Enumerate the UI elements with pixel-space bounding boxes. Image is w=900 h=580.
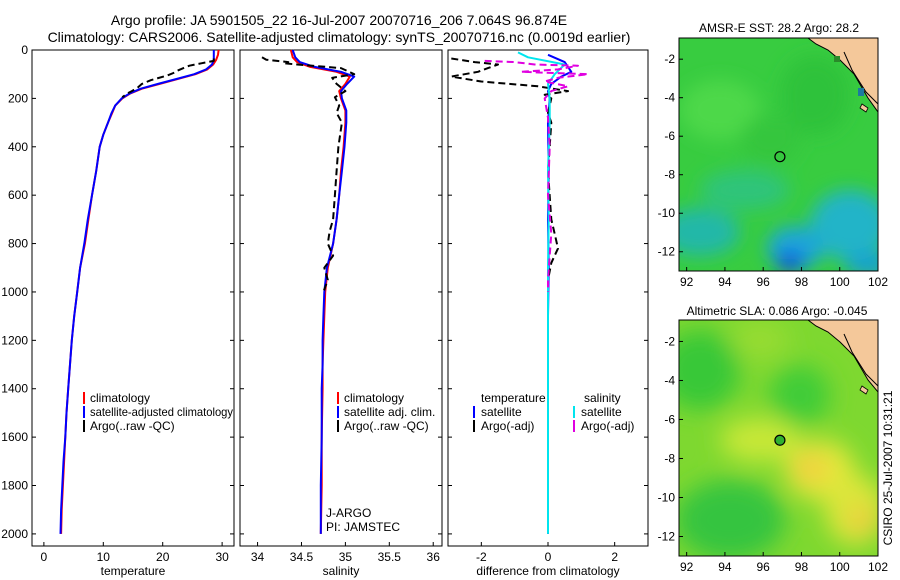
island-icon — [859, 385, 869, 395]
salinity-legend: climatology satellite adj. clim. Argo(..… — [326, 391, 435, 534]
x-axis-label: temperature — [101, 564, 166, 578]
series-line — [450, 57, 569, 292]
x-tick-label: 34.5 — [290, 550, 314, 564]
sla-map-frame — [678, 319, 879, 557]
map-x-tick-label: 92 — [680, 275, 694, 289]
sst-map-frame — [678, 37, 879, 272]
series-line — [121, 58, 215, 98]
temperature-plot-frame — [31, 49, 235, 547]
map-y-tick-label: -12 — [658, 245, 676, 259]
map-x-tick-label: 102 — [868, 560, 888, 574]
legend-label-climatology: climatology — [90, 391, 150, 405]
series-line — [261, 56, 356, 293]
map-x-tick-label: 94 — [718, 275, 732, 289]
map-x-tick-label: 100 — [830, 560, 850, 574]
x-tick-label: 30 — [215, 550, 229, 564]
float-position-marker — [774, 434, 786, 446]
island-icon — [859, 103, 869, 113]
series-line — [59, 50, 215, 534]
series-line — [291, 49, 356, 534]
figure-title-line2: Climatology: CARS2006. Satellite-adjuste… — [48, 29, 631, 45]
legend-label-temp-satellite: satellite — [481, 405, 522, 419]
x-tick-label: 35.5 — [378, 550, 402, 564]
legend-group-temperature: temperature — [481, 391, 546, 405]
map-y-tick-label: -2 — [664, 52, 675, 66]
y-tick-label: 1600 — [1, 430, 28, 444]
legend-group-salinity: salinity — [584, 391, 621, 405]
map-y-tick-label: -4 — [664, 91, 675, 105]
float-pi-label: PI: JAMSTEC — [326, 520, 400, 534]
float-position-marker — [774, 151, 786, 163]
x-tick-label: 20 — [156, 550, 170, 564]
legend-label-argo: Argo(..raw -QC) — [344, 419, 429, 433]
sla-map-title: Altimetric SLA: 0.086 Argo: -0.045 — [687, 304, 868, 318]
series-line — [547, 53, 573, 534]
sst-map-title: AMSR-E SST: 28.2 Argo: 28.2 — [699, 21, 859, 35]
map-y-tick-label: -10 — [658, 490, 676, 504]
temperature-legend: climatology satellite-adjusted climatolo… — [83, 391, 233, 433]
x-tick-label: -2 — [476, 550, 487, 564]
salinity-plot-frame — [239, 49, 443, 547]
map-y-tick-label: -12 — [658, 529, 676, 543]
x-tick-label: 2 — [611, 550, 618, 564]
map-x-tick-label: 102 — [868, 275, 888, 289]
series-line — [60, 49, 220, 534]
sla-map-ticks: 92 94 96 98 100 102 -2 -4 -6 -8 -10 -12 — [658, 334, 889, 574]
chart-series — [59, 49, 589, 534]
sst-map-field — [679, 38, 878, 271]
map-x-tick-label: 92 — [680, 560, 694, 574]
x-axis-label: salinity — [323, 564, 360, 578]
map-y-tick-label: -6 — [664, 412, 675, 426]
map-y-tick-label: -4 — [664, 373, 675, 387]
series-line — [517, 51, 566, 534]
map-y-tick-label: -8 — [664, 168, 675, 182]
y-tick-label: 0 — [21, 43, 28, 57]
legend-label-argo: Argo(..raw -QC) — [90, 419, 175, 433]
difference-legend: temperature satellite Argo(-adj) salinit… — [473, 391, 634, 433]
series-line — [484, 59, 589, 292]
legend-label-satellite: satellite-adjusted climatology — [90, 405, 233, 419]
sla-map-field — [679, 320, 878, 556]
x-axis-label: difference from climatology — [476, 564, 619, 578]
map-x-tick-label: 96 — [757, 275, 771, 289]
coastline-detail — [843, 51, 878, 105]
y-tick-label: 600 — [8, 188, 28, 202]
sst-map-ticks: 92 94 96 98 100 102 -2 -4 -6 -8 -10 -12 — [658, 52, 889, 289]
y-tick-label: 400 — [8, 140, 28, 154]
float-program-label: J-ARGO — [326, 506, 371, 520]
y-tick-label: 1400 — [1, 382, 28, 396]
coastline-detail — [843, 333, 878, 387]
map-x-tick-label: 96 — [757, 560, 771, 574]
x-tick-label: 35 — [339, 550, 353, 564]
map-x-tick-label: 100 — [830, 275, 850, 289]
x-tick-label: 0 — [41, 550, 48, 564]
y-tick-label: 800 — [8, 237, 28, 251]
y-tick-label: 1800 — [1, 479, 28, 493]
chart-axes: 0 10 20 30temperature0200400600800100012001… — [1, 43, 648, 578]
legend-label-climatology: climatology — [344, 391, 404, 405]
y-tick-label: 1000 — [1, 285, 28, 299]
legend-label-temp-argo: Argo(-adj) — [481, 419, 534, 433]
legend-label-satellite: satellite adj. clim. — [344, 405, 435, 419]
y-tick-label: 200 — [8, 91, 28, 105]
x-tick-label: 0 — [545, 550, 552, 564]
map-y-tick-label: -6 — [664, 129, 675, 143]
figure-title-line1: Argo profile: JA 5901505_22 16-Jul-2007 … — [111, 12, 567, 28]
map-x-tick-label: 98 — [795, 275, 809, 289]
map-y-tick-label: -10 — [658, 206, 676, 220]
x-tick-label: 36 — [427, 550, 441, 564]
creation-stamp: CSIRO 25-Jul-2007 10:31:21 — [881, 390, 895, 545]
legend-label-sal-satellite: satellite — [581, 405, 622, 419]
y-tick-label: 1200 — [1, 333, 28, 347]
x-tick-label: 10 — [97, 550, 111, 564]
y-tick-label: 2000 — [1, 527, 28, 541]
map-y-tick-label: -8 — [664, 451, 675, 465]
legend-label-sal-argo: Argo(-adj) — [581, 419, 634, 433]
x-tick-label: 34 — [251, 550, 265, 564]
map-y-tick-label: -2 — [664, 334, 675, 348]
map-x-tick-label: 98 — [795, 560, 809, 574]
map-x-tick-label: 94 — [718, 560, 732, 574]
